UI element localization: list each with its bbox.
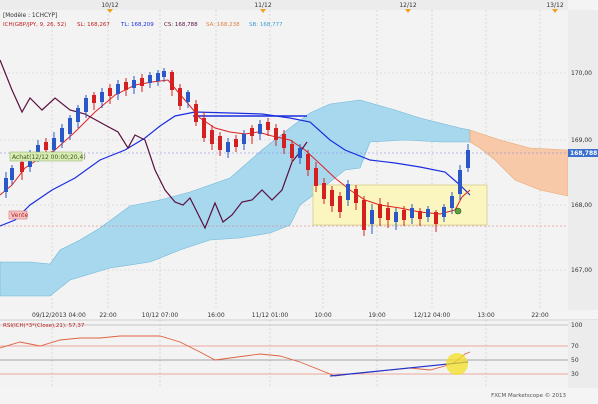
time-tick: 10:00 — [314, 312, 331, 319]
rsi-highlight-circle — [446, 353, 468, 375]
time-tick: 13:00 — [477, 312, 494, 319]
vente-annotation[interactable]: Vente — [11, 212, 28, 219]
rsi-trendline — [329, 361, 469, 377]
rsi-tick: 100 — [571, 322, 583, 329]
current-price-text: 168,788 — [570, 150, 597, 157]
price-tick: 170,00 — [571, 70, 592, 77]
time-tick: 16:00 — [207, 312, 224, 319]
achat-tag-bg — [9, 151, 83, 162]
rsi-tick: 70 — [571, 343, 579, 350]
rsi-axis-labels: 100 70 50 30 — [571, 322, 583, 378]
chikou-span-line — [0, 59, 308, 230]
sb-value: SB: 168,777 — [249, 22, 283, 28]
time-axis: 09/12/2013 04:00 22:00 10/12 07:00 16:00… — [32, 312, 549, 319]
sl-value: SL: 168,267 — [77, 22, 110, 28]
model-label: [Modèle : 1CHCYP] — [3, 12, 57, 19]
top-date: 13/12 — [546, 2, 563, 9]
price-tick: 168,00 — [571, 202, 592, 209]
rsi-pane — [0, 320, 568, 388]
buy-signal-marker[interactable] — [454, 207, 462, 215]
date-strip — [0, 0, 568, 10]
rsi-tick: 50 — [571, 357, 579, 364]
top-date: 12/12 — [399, 2, 416, 9]
rsi-axis — [568, 320, 598, 388]
price-tick: 169,00 — [571, 137, 592, 144]
top-date: 10/12 — [101, 2, 118, 9]
rsi-levels — [0, 324, 568, 375]
achat-annotation[interactable]: Achat(12/12 00:00;20,4) — [12, 154, 86, 161]
price-tick: 167,00 — [571, 267, 592, 274]
tl-value: TL: 168,209 — [120, 22, 154, 28]
tenkan-sen-line — [0, 79, 471, 215]
time-tick: 11/12 01:00 — [252, 312, 289, 319]
ichimoku-cloud-bear — [469, 129, 569, 197]
ichimoku-name: ICH(GBP/JPY, 9, 26, 52) — [3, 22, 66, 28]
top-date-markers: 10/12 11/12 12/12 13/12 — [101, 2, 563, 9]
current-price-tag — [568, 149, 598, 157]
watermark: FXCM Marketscope © 2013 — [491, 392, 566, 399]
time-tick: 22:00 — [99, 312, 116, 319]
price-axis-labels: 170,00 169,00 168,00 167,00 — [571, 70, 592, 274]
kijun-sen-line — [0, 111, 471, 227]
rsi-label: RSI(ICH(*3*(Close),21): 57,37 — [3, 323, 85, 329]
time-tick: 10/12 07:00 — [142, 312, 179, 319]
price-axis — [568, 10, 598, 310]
rsi-tick: 30 — [571, 371, 579, 378]
top-date: 11/12 — [254, 2, 271, 9]
time-tick: 12/12 04:00 — [414, 312, 451, 319]
rsi-line — [0, 335, 471, 377]
vente-tag-bg — [8, 210, 28, 220]
cs-value: CS: 168,788 — [164, 22, 198, 28]
time-tick: 19:00 — [368, 312, 385, 319]
time-tick: 22:00 — [531, 312, 548, 319]
sa-value: SA: 168,238 — [206, 22, 240, 28]
time-axis-start: 09/12/2013 04:00 — [32, 312, 86, 319]
top-date-triangles — [107, 9, 558, 13]
